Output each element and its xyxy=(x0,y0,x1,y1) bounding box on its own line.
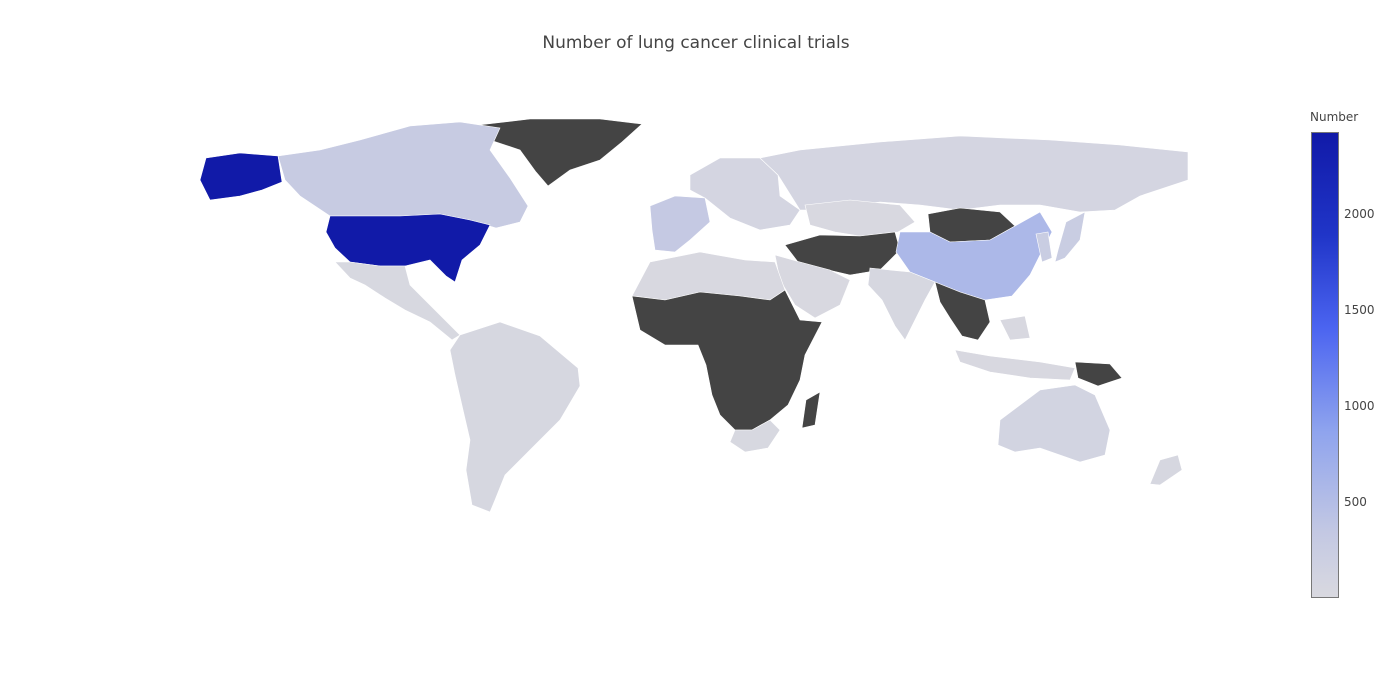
colorbar-tick: 1500 xyxy=(1344,303,1375,318)
colorbar: Number 500 1000 1500 2000 xyxy=(1300,108,1380,608)
colorbar-tick: 2000 xyxy=(1344,207,1375,222)
region-south-africa[interactable] xyxy=(729,419,781,453)
region-united-states[interactable] xyxy=(199,152,491,283)
colorbar-title: Number xyxy=(1310,110,1359,124)
colorbar-gradient xyxy=(1311,132,1339,598)
region-canada[interactable] xyxy=(277,121,529,229)
region-northern-eastern-europe[interactable] xyxy=(689,157,801,231)
region-new-zealand[interactable] xyxy=(1149,454,1183,486)
region-india[interactable] xyxy=(867,267,936,341)
region-western-europe[interactable] xyxy=(649,195,711,253)
region-russia[interactable] xyxy=(759,135,1189,213)
region-greenland[interactable] xyxy=(469,118,643,187)
colorbar-tick: 1000 xyxy=(1344,399,1375,414)
region-south-america[interactable] xyxy=(449,321,581,513)
chart-title: Number of lung cancer clinical trials xyxy=(542,33,850,53)
region-arabian-peninsula[interactable] xyxy=(774,254,851,319)
region-sub-saharan-africa[interactable] xyxy=(631,289,823,431)
region-mexico-central-america[interactable] xyxy=(334,261,461,341)
map-regions xyxy=(199,118,1189,513)
region-central-asia[interactable] xyxy=(804,199,916,237)
region-southeast-asia[interactable] xyxy=(934,281,991,341)
region-new-guinea[interactable] xyxy=(1074,361,1123,387)
region-australia[interactable] xyxy=(997,384,1111,463)
colorbar-tick: 500 xyxy=(1344,495,1367,510)
region-korea-japan[interactable] xyxy=(1035,211,1086,263)
region-indonesia-philippines[interactable] xyxy=(954,315,1076,381)
